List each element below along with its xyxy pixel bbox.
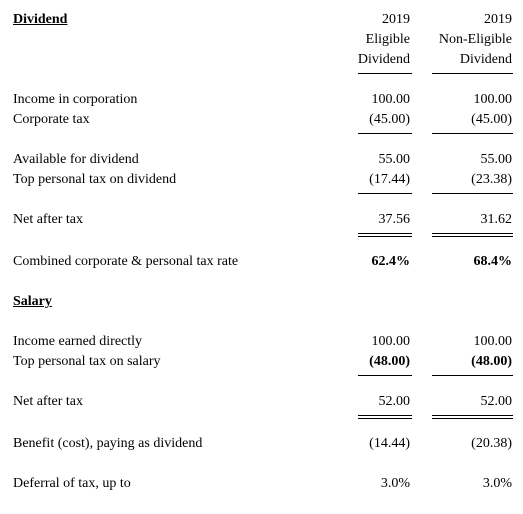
cell-value: (45.00): [471, 112, 512, 127]
underline: [358, 193, 412, 194]
column-header: Non-Eligible: [438, 32, 512, 47]
row-label: Top personal tax on salary: [13, 354, 161, 369]
row-label: Net after tax: [13, 212, 83, 227]
column-header: Eligible: [365, 32, 410, 47]
column-header: 2019: [484, 12, 512, 27]
row-label: Deferral of tax, up to: [13, 476, 131, 491]
column-header: Dividend: [357, 52, 410, 67]
underline: [432, 73, 513, 74]
row-label: Income in corporation: [13, 92, 138, 107]
underline: [432, 415, 513, 416]
column-header: 2019: [382, 12, 410, 27]
underline: [432, 375, 513, 376]
underline: [358, 236, 412, 237]
underline: [432, 193, 513, 194]
cell-value: 100.00: [473, 334, 513, 349]
row-label: Income earned directly: [13, 334, 143, 349]
underline: [358, 133, 412, 134]
cell-value: (48.00): [369, 354, 410, 369]
row-label: Top personal tax on dividend: [13, 172, 177, 187]
cell-value: (45.00): [369, 112, 410, 127]
section-heading: Salary: [13, 294, 52, 309]
underline: [358, 415, 412, 416]
cell-value: 62.4%: [371, 254, 411, 269]
cell-value: 37.56: [378, 212, 411, 227]
cell-value: (23.38): [471, 172, 512, 187]
cell-value: 3.0%: [380, 476, 410, 491]
underline: [432, 236, 513, 237]
cell-value: (48.00): [471, 354, 512, 369]
row-label: Net after tax: [13, 394, 83, 409]
row-label: Corporate tax: [13, 112, 90, 127]
underline: [358, 418, 412, 419]
cell-value: 55.00: [378, 152, 411, 167]
underline: [432, 233, 513, 234]
cell-value: (20.38): [471, 436, 512, 451]
underline: [358, 375, 412, 376]
section-heading: Dividend: [13, 12, 68, 27]
column-header: Dividend: [459, 52, 512, 67]
underline: [358, 73, 412, 74]
underline: [432, 418, 513, 419]
row-label: Combined corporate & personal tax rate: [13, 254, 239, 269]
row-label: Benefit (cost), paying as dividend: [13, 436, 203, 451]
cell-value: (14.44): [369, 436, 410, 451]
underline: [432, 133, 513, 134]
cell-value: 100.00: [473, 92, 513, 107]
underline: [358, 233, 412, 234]
cell-value: 31.62: [480, 212, 513, 227]
cell-value: 52.00: [378, 394, 411, 409]
cell-value: 3.0%: [482, 476, 512, 491]
cell-value: 100.00: [371, 92, 411, 107]
cell-value: 55.00: [480, 152, 513, 167]
row-label: Available for dividend: [13, 152, 139, 167]
cell-value: 68.4%: [473, 254, 513, 269]
cell-value: 100.00: [371, 334, 411, 349]
cell-value: (17.44): [369, 172, 410, 187]
cell-value: 52.00: [480, 394, 513, 409]
